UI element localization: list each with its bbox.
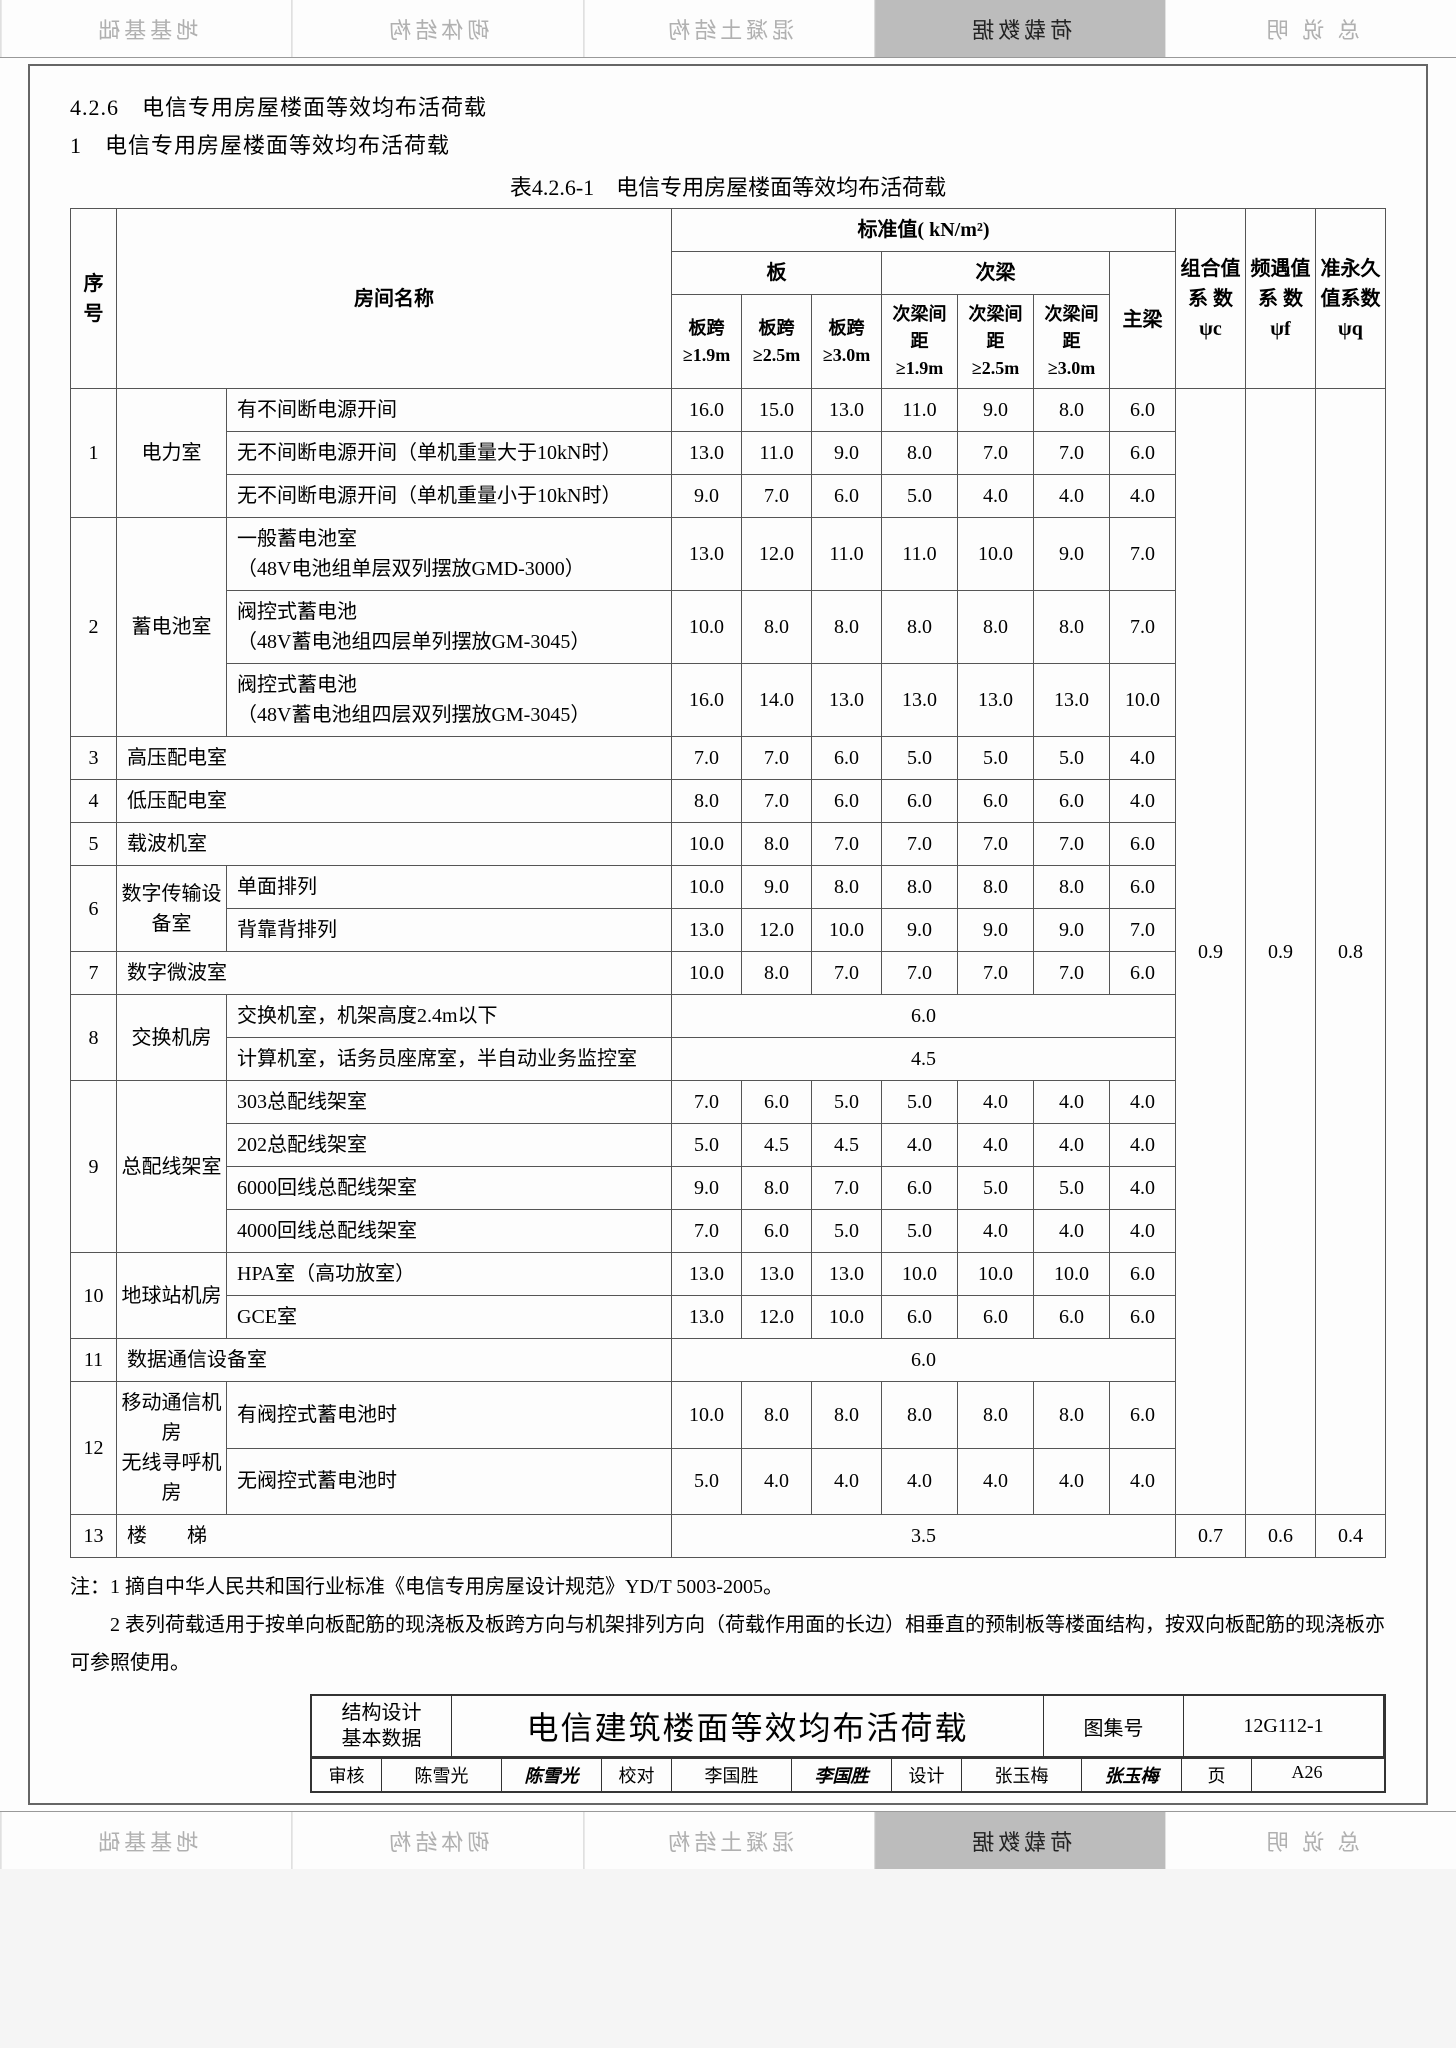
tab-1[interactable]: 砌体结构 xyxy=(291,0,582,57)
tab-4[interactable]: 总 说 明 xyxy=(1166,1812,1456,1869)
tab-2[interactable]: 混凝土结构 xyxy=(583,1812,874,1869)
load-table: 序号房间名称标准值( kN/m²)组合值系 数ψc频遇值系 数ψf准永久值系数ψ… xyxy=(70,208,1386,1558)
bottom-tabs: 地基基础砌体结构混凝土结构荷载数据总 说 明 xyxy=(0,1811,1456,1869)
signature-row: 审核陈雪光陈雪光 校对李国胜李国胜 设计张玉梅张玉梅 页A26 xyxy=(310,1758,1386,1793)
tab-0[interactable]: 地基基础 xyxy=(0,1812,291,1869)
title-block: 结构设计基本数据 电信建筑楼面等效均布活荷载 图集号 12G112-1 xyxy=(310,1694,1386,1758)
tab-4[interactable]: 总 说 明 xyxy=(1166,0,1456,57)
sheet-title: 电信建筑楼面等效均布活荷载 xyxy=(452,1696,1044,1756)
list-heading: 1 电信专用房屋楼面等效均布活荷载 xyxy=(70,128,1386,160)
tab-3[interactable]: 荷载数据 xyxy=(874,0,1165,57)
table-notes: 注：1 摘自中华人民共和国行业标准《电信专用房屋设计规范》YD/T 5003-2… xyxy=(70,1568,1386,1682)
page-content: 4.2.6 电信专用房屋楼面等效均布活荷载 1 电信专用房屋楼面等效均布活荷载 … xyxy=(28,64,1428,1805)
section-heading: 4.2.6 电信专用房屋楼面等效均布活荷载 xyxy=(70,90,1386,122)
tab-0[interactable]: 地基基础 xyxy=(0,0,291,57)
tab-1[interactable]: 砌体结构 xyxy=(291,1812,582,1869)
table-caption: 表4.2.6-1 电信专用房屋楼面等效均布活荷载 xyxy=(70,170,1386,202)
tab-3[interactable]: 荷载数据 xyxy=(874,1812,1165,1869)
top-tabs: 地基基础砌体结构混凝土结构荷载数据总 说 明 xyxy=(0,0,1456,58)
tab-2[interactable]: 混凝土结构 xyxy=(583,0,874,57)
